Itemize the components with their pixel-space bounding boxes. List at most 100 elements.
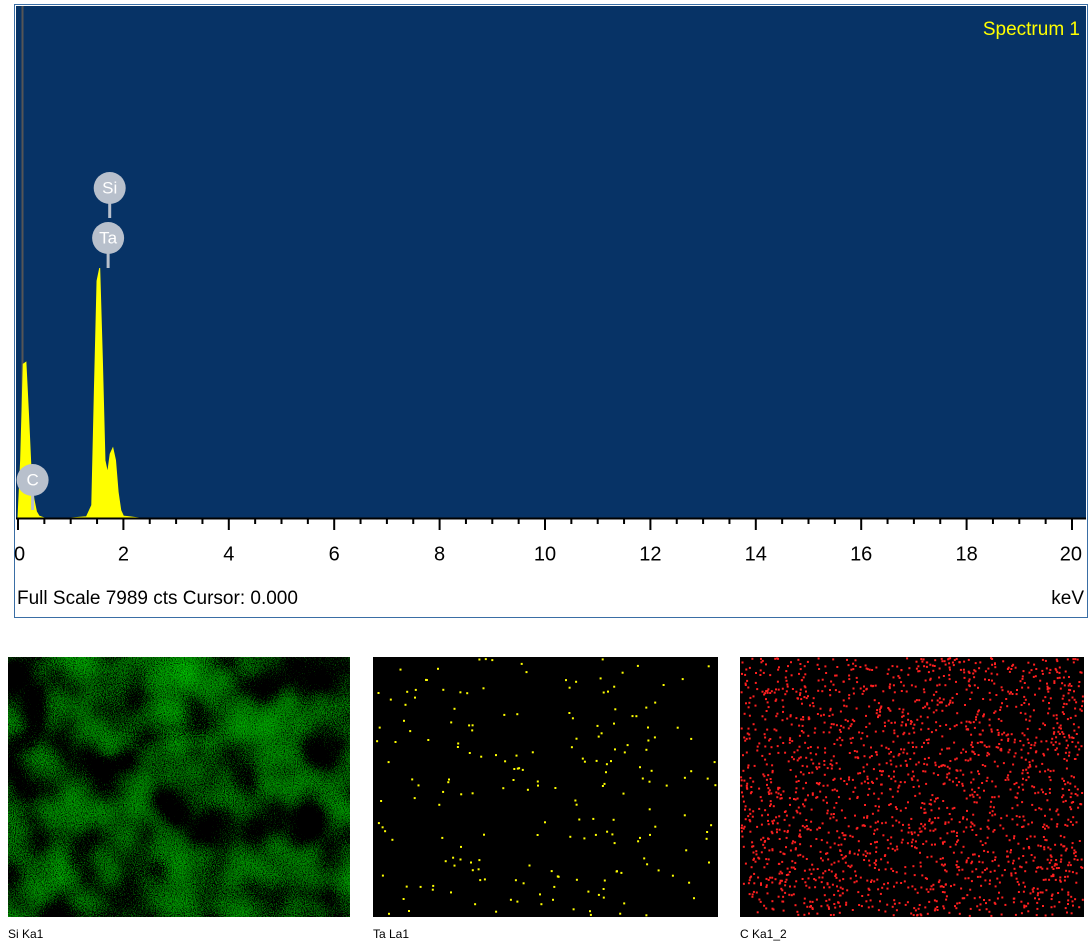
map-dot bbox=[805, 825, 808, 828]
map-dot bbox=[662, 684, 665, 686]
map-dot bbox=[1043, 823, 1046, 826]
map-dot bbox=[866, 815, 869, 818]
map-dot bbox=[774, 657, 777, 660]
map-dot bbox=[1008, 748, 1011, 751]
map-dot bbox=[603, 879, 606, 882]
map-dot bbox=[760, 883, 762, 886]
map-dot bbox=[1015, 693, 1018, 696]
map-dot bbox=[403, 719, 405, 722]
map-dot bbox=[990, 672, 993, 675]
map-dot bbox=[888, 685, 891, 688]
map-dot bbox=[568, 712, 571, 714]
map-dot bbox=[896, 790, 899, 793]
map-dot bbox=[822, 731, 825, 734]
map-dot bbox=[934, 817, 937, 820]
map-dot bbox=[978, 796, 981, 799]
map-dot bbox=[822, 784, 825, 787]
map-dot bbox=[1053, 905, 1056, 908]
map-dot bbox=[897, 786, 900, 789]
map-dot bbox=[785, 846, 787, 849]
map-dot bbox=[923, 741, 925, 744]
map-dot bbox=[879, 710, 882, 713]
map-dot bbox=[923, 665, 926, 668]
map-dot bbox=[847, 864, 850, 867]
map-dot bbox=[1080, 858, 1083, 861]
map-dot bbox=[963, 897, 966, 900]
map-dot bbox=[834, 875, 837, 877]
map-dot bbox=[1042, 836, 1045, 838]
map-dot bbox=[956, 866, 959, 869]
map-dot bbox=[1000, 719, 1003, 722]
map-dot bbox=[910, 817, 913, 820]
map-dot bbox=[1075, 701, 1078, 704]
map-dot bbox=[970, 880, 973, 883]
map-dot bbox=[1059, 687, 1062, 690]
map-dot bbox=[898, 821, 901, 824]
map-dot bbox=[907, 673, 910, 676]
map-dot bbox=[1063, 879, 1066, 882]
map-dot bbox=[1065, 869, 1068, 872]
map-dot bbox=[514, 879, 517, 882]
map-dot bbox=[781, 889, 784, 892]
map-dot bbox=[989, 698, 992, 701]
map-dot bbox=[911, 778, 914, 781]
map-dot bbox=[775, 828, 778, 831]
map-dot bbox=[923, 691, 926, 694]
map-dot bbox=[935, 690, 938, 693]
map-dot bbox=[796, 759, 799, 762]
map-dot bbox=[755, 853, 758, 856]
map-dot bbox=[744, 862, 747, 865]
map-dot bbox=[985, 902, 987, 905]
map-dot bbox=[851, 835, 854, 838]
map-dot bbox=[971, 788, 974, 791]
map-dot bbox=[845, 705, 848, 708]
map-dot bbox=[799, 812, 802, 815]
map-dot bbox=[792, 866, 795, 869]
map-dot bbox=[956, 902, 959, 905]
map-dot bbox=[864, 850, 867, 853]
map-dot bbox=[890, 836, 893, 839]
map-dot bbox=[844, 855, 847, 858]
map-dot bbox=[785, 878, 788, 881]
map-dot bbox=[830, 680, 833, 683]
map-dot bbox=[956, 873, 959, 876]
map-dot bbox=[1066, 824, 1069, 827]
map-dot bbox=[1053, 864, 1056, 867]
map-dot bbox=[862, 744, 865, 747]
map-dot bbox=[866, 852, 869, 855]
map-dot bbox=[904, 872, 907, 875]
map-dot bbox=[945, 898, 948, 901]
map-dot bbox=[811, 792, 814, 795]
map-dot bbox=[924, 877, 927, 880]
map-dot bbox=[888, 708, 891, 711]
map-dot bbox=[471, 729, 474, 732]
map-dot bbox=[777, 668, 780, 671]
map-dot bbox=[970, 743, 973, 746]
map-dot bbox=[387, 761, 390, 764]
map-dot bbox=[958, 869, 961, 872]
map-dot bbox=[924, 679, 927, 682]
map-dot bbox=[799, 692, 802, 695]
map-dot bbox=[933, 899, 936, 902]
map-dot bbox=[912, 786, 915, 788]
map-dot bbox=[883, 721, 886, 724]
map-dot bbox=[1011, 818, 1014, 821]
map-dot bbox=[830, 870, 833, 873]
map-dot bbox=[784, 751, 787, 754]
map-dot bbox=[880, 858, 883, 861]
map-dot bbox=[828, 886, 831, 889]
map-dot bbox=[865, 667, 868, 670]
map-dot bbox=[1071, 871, 1074, 874]
map-dot bbox=[1055, 825, 1058, 828]
map-dot bbox=[791, 842, 794, 845]
map-dot bbox=[817, 679, 820, 682]
map-dot bbox=[863, 780, 866, 783]
map-dot bbox=[849, 877, 852, 880]
map-dot bbox=[1052, 732, 1055, 735]
map-dot bbox=[810, 808, 813, 811]
map-dot bbox=[925, 739, 928, 741]
map-dot bbox=[1055, 669, 1058, 672]
map-dot bbox=[801, 878, 804, 880]
map-dot bbox=[874, 821, 877, 824]
map-dot bbox=[789, 885, 791, 888]
